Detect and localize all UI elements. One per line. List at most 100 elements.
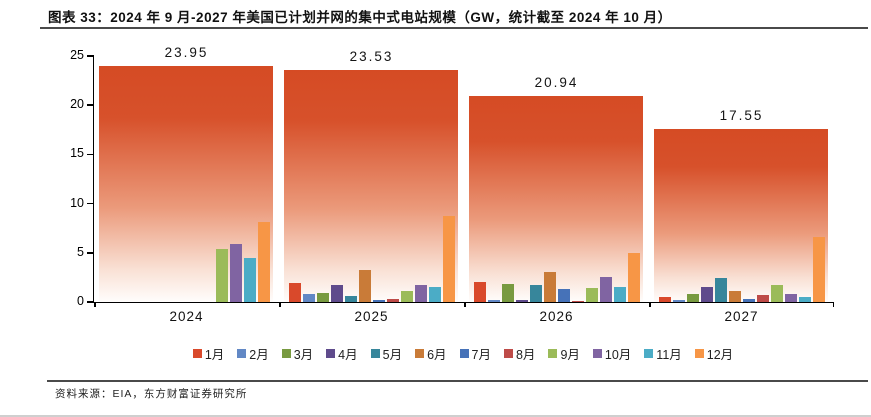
y-axis-label: 20 [70, 97, 84, 112]
legend-label: 6月 [427, 348, 447, 362]
total-value-label: 17.55 [719, 108, 764, 124]
total-bar-2027 [654, 129, 828, 302]
y-axis-label: 15 [70, 146, 84, 161]
year-group-2026: 20.94 2026 [464, 56, 649, 324]
y-axis-label: 25 [70, 48, 84, 62]
legend-item-12月: 12月 [694, 344, 734, 363]
figure-title: 图表 33：2024 年 9 月-2027 年美国已计划并网的集中式电站规模（G… [48, 10, 672, 25]
legend-label: 12月 [706, 348, 734, 362]
legend-item-10月: 10月 [592, 344, 632, 363]
legend-item-5月: 5月 [370, 344, 403, 363]
month-bar-2027-8月 [756, 295, 769, 302]
month-bar-2026-6月 [543, 272, 556, 302]
y-axis-tick [87, 202, 94, 205]
legend-swatch [644, 349, 654, 358]
y-axis-tick [87, 153, 94, 156]
month-bar-2024-12月 [257, 222, 270, 302]
month-bar-2027-3月 [686, 294, 699, 302]
year-group-2024: 23.95 2024 [94, 45, 279, 324]
month-bar-2026-11月 [613, 287, 626, 302]
month-bar-2026-4月 [515, 300, 528, 302]
month-bar-2026-1月 [473, 282, 486, 302]
month-bar-2024-11月 [243, 257, 256, 302]
legend: 1月 2月 3月 4月 5月 6月 7月 8月 9月 10月 11月 12月 [93, 344, 833, 363]
total-value-label: 20.94 [534, 74, 579, 90]
legend-swatch [548, 349, 558, 358]
legend-swatch [459, 349, 469, 358]
plot-area: 0 5 10 15 20 25 23.95 2024 23.53 2025 20.94 2026 17.… [70, 45, 834, 324]
legend-swatch [326, 349, 336, 358]
legend-swatch [237, 349, 247, 358]
x-axis-tick [649, 302, 651, 307]
y-axis-label: 5 [77, 244, 84, 259]
month-bar-2027-10月 [784, 294, 797, 302]
month-bar-2025-9月 [400, 291, 413, 302]
x-axis-label-2025: 2025 [354, 309, 389, 324]
month-bar-2026-10月 [599, 277, 612, 302]
month-bar-2027-12月 [812, 237, 825, 302]
title-divider [40, 27, 868, 29]
y-axis-tick [87, 104, 94, 106]
month-bar-2027-11月 [798, 297, 811, 302]
month-bar-2027-9月 [770, 285, 783, 302]
month-bar-2026-12月 [627, 252, 640, 302]
legend-item-1月: 1月 [192, 344, 225, 363]
legend-label: 10月 [604, 348, 632, 362]
legend-item-2月: 2月 [237, 344, 269, 363]
legend-label: 1月 [204, 348, 225, 362]
legend-swatch [281, 349, 291, 358]
legend-label: 11月 [656, 348, 682, 362]
legend-label: 2月 [249, 348, 269, 362]
legend-item-8月: 8月 [503, 344, 536, 363]
source-note: 资料来源：EIA，东方财富证券研究所 [55, 388, 248, 400]
month-bar-2025-1月 [288, 283, 301, 302]
x-axis-label-2026: 2026 [539, 309, 574, 324]
y-axis-label: 0 [77, 294, 84, 308]
month-bar-2024-9月 [215, 248, 228, 302]
x-axis-label-2024: 2024 [169, 309, 204, 324]
y-axis-tick [87, 301, 94, 303]
legend-label: 4月 [338, 348, 358, 362]
total-value-label: 23.95 [164, 45, 209, 61]
month-bar-2025-12月 [442, 216, 455, 302]
month-bars-row [279, 216, 464, 302]
month-bar-2027-5月 [714, 278, 727, 302]
legend-label: 3月 [293, 348, 314, 362]
month-bars-row [94, 222, 279, 302]
year-group-2027: 17.55 2027 [649, 56, 834, 324]
month-bar-2024-10月 [229, 243, 242, 302]
month-bar-2025-3月 [316, 293, 329, 302]
month-bar-2027-2月 [672, 300, 685, 302]
footer-divider [47, 380, 868, 382]
month-bars-row [464, 252, 649, 302]
month-bar-2026-8月 [571, 301, 584, 302]
x-axis-tick [832, 302, 834, 307]
legend-item-11月: 11月 [644, 344, 682, 363]
legend-swatch [415, 349, 425, 358]
legend-item-7月: 7月 [459, 344, 491, 363]
legend-item-6月: 6月 [415, 344, 447, 363]
legend-label: 8月 [515, 348, 536, 362]
legend-label: 5月 [382, 348, 403, 362]
x-axis-tick [94, 302, 96, 307]
month-bar-2026-3月 [501, 284, 514, 302]
month-bar-2026-9月 [585, 288, 598, 302]
legend-swatch [192, 349, 202, 358]
month-bar-2025-10月 [414, 285, 427, 302]
legend-swatch [370, 349, 380, 358]
year-group-2025: 23.53 2025 [279, 49, 464, 324]
legend-swatch [503, 349, 513, 358]
month-bar-2026-5月 [529, 285, 542, 302]
legend-label: 7月 [471, 348, 491, 362]
legend-item-4月: 4月 [326, 344, 358, 363]
month-bar-2027-1月 [658, 297, 671, 302]
total-value-label: 23.53 [349, 49, 394, 65]
total-bar-2025 [284, 70, 458, 302]
legend-label: 9月 [560, 348, 580, 362]
legend-swatch [592, 349, 602, 358]
legend-item-3月: 3月 [281, 344, 314, 363]
month-bar-2026-7月 [557, 289, 570, 302]
month-bar-2027-7月 [742, 299, 755, 302]
y-axis-tick [87, 55, 94, 57]
